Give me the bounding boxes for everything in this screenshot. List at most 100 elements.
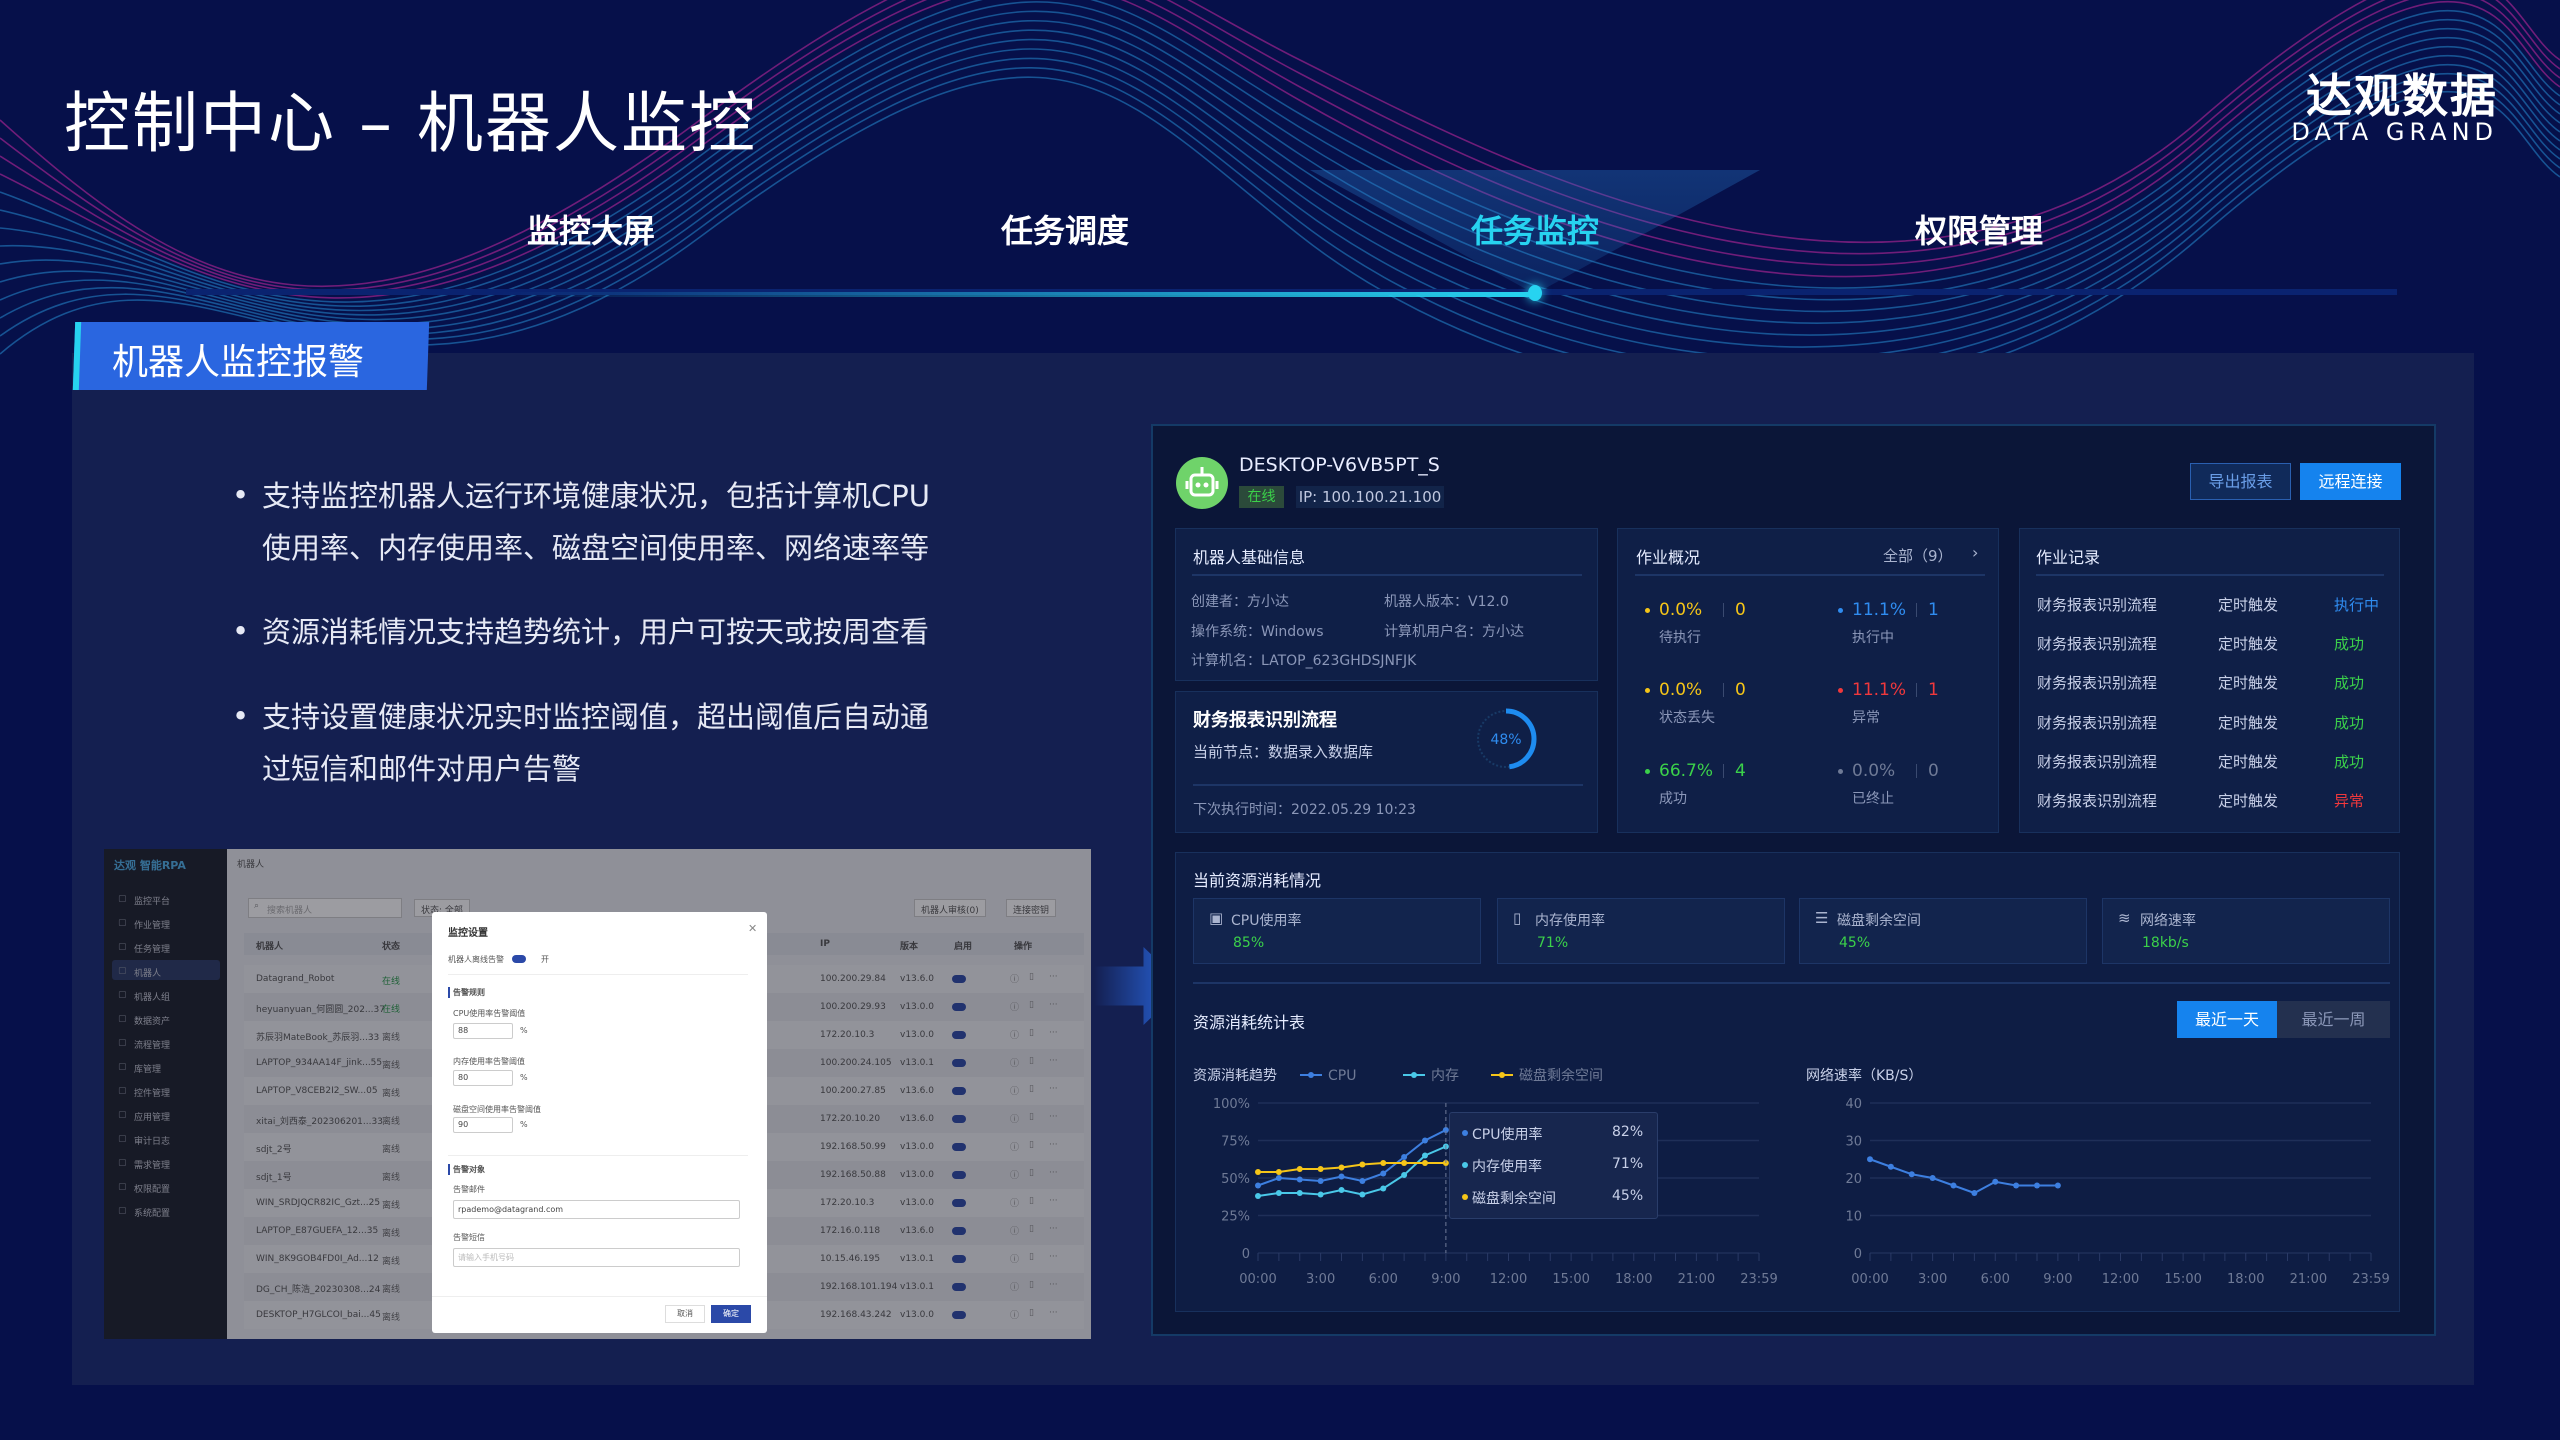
thumb-sidebar-item[interactable]: 权限配置 [134,1185,171,1195]
info-icon[interactable]: ⓘ [1010,1311,1020,1321]
last-day-button[interactable]: 最近一天 [2177,1001,2277,1038]
thumb-sidebar-item[interactable]: 库管理 [134,1065,162,1075]
cancel-button[interactable]: 取消 [665,1305,705,1323]
record-name[interactable]: 财务报表识别流程 [2037,674,2158,693]
last-week-button[interactable]: 最近一周 [2277,1001,2390,1038]
more-icon[interactable]: ··· [1049,1056,1058,1066]
info-icon[interactable]: ⓘ [1010,1143,1020,1153]
thumb-enable-toggle[interactable] [952,1311,966,1319]
close-icon[interactable]: ✕ [748,922,758,935]
more-icon[interactable]: ··· [1049,1084,1058,1094]
thumb-enable-toggle[interactable] [952,1171,966,1179]
document-icon[interactable]: ▯ [1029,1196,1034,1206]
thumb-enable-toggle[interactable] [952,1255,966,1263]
sms-input[interactable]: 请输入手机号码 [453,1248,740,1267]
document-icon[interactable]: ▯ [1029,1000,1034,1010]
more-icon[interactable]: ··· [1049,1112,1058,1122]
tab-task-scheduling[interactable]: 任务调度 [1000,212,1130,250]
document-icon[interactable]: ▯ [1029,1252,1034,1262]
thumb-sidebar-item[interactable]: 应用管理 [134,1113,171,1123]
info-icon[interactable]: ⓘ [1010,1199,1020,1209]
thumb-sidebar-item[interactable]: 机器人 [134,969,162,979]
info-icon[interactable]: ⓘ [1010,1255,1020,1265]
menu-icon: ▢ [118,1014,127,1024]
more-icon[interactable]: ··· [1049,1308,1058,1318]
thumb-key-button[interactable]: 连接密钥 [1006,899,1057,917]
tab-monitor-screen[interactable]: 监控大屏 [526,212,656,250]
thumb-enable-toggle[interactable] [952,1143,966,1151]
document-icon[interactable]: ▯ [1029,1280,1034,1290]
more-icon[interactable]: ··· [1049,1168,1058,1178]
thumb-version: v13.0.0 [900,1030,934,1040]
record-name[interactable]: 财务报表识别流程 [2037,596,2158,614]
email-input[interactable]: rpademo@datagrand.com [453,1200,740,1219]
thumb-enable-toggle[interactable] [952,1031,966,1039]
info-icon[interactable]: ⓘ [1010,1283,1020,1293]
document-icon[interactable]: ▯ [1029,1140,1034,1150]
document-icon[interactable]: ▯ [1029,1224,1034,1234]
record-name[interactable]: 财务报表识别流程 [2037,752,2158,771]
thumb-sidebar-item[interactable]: 数据资产 [134,1017,171,1027]
record-name[interactable]: 财务报表识别流程 [2037,713,2158,732]
info-icon[interactable]: ⓘ [1010,1087,1020,1097]
thumb-enable-toggle[interactable] [952,1199,966,1207]
document-icon[interactable]: ▯ [1029,1084,1034,1094]
thumb-enable-toggle[interactable] [952,1227,966,1235]
document-icon[interactable]: ▯ [1029,1112,1034,1122]
document-icon[interactable]: ▯ [1029,972,1034,982]
thumb-enable-toggle[interactable] [952,975,966,983]
record-name[interactable]: 财务报表识别流程 [2037,635,2158,654]
thumb-sidebar-item[interactable]: 审计日志 [134,1137,171,1147]
thumb-sidebar-item[interactable]: 机器人组 [134,993,171,1003]
info-icon[interactable]: ⓘ [1010,1227,1020,1237]
thumb-robot-name: xitai_刘西泰_202306201...33 [256,1117,383,1127]
export-report-button[interactable]: 导出报表 [2190,463,2291,500]
document-icon[interactable]: ▯ [1029,1308,1034,1318]
info-icon[interactable]: ⓘ [1010,1171,1020,1181]
all-jobs-link[interactable]: 全部（9） [1883,547,1953,565]
thumb-sidebar-item[interactable]: 监控平台 [134,897,171,907]
thumb-sidebar-item[interactable]: 需求管理 [134,1161,171,1171]
more-icon[interactable]: ··· [1049,972,1058,982]
disk-threshold-input[interactable]: 90 [453,1117,513,1133]
thumb-sidebar-item[interactable]: 任务管理 [134,945,171,955]
thumb-enable-toggle[interactable] [952,1003,966,1011]
thumb-enable-toggle[interactable] [952,1059,966,1067]
thumb-enable-toggle[interactable] [952,1115,966,1123]
info-icon[interactable]: ⓘ [1010,1003,1020,1013]
more-icon[interactable]: ··· [1049,1000,1058,1010]
more-icon[interactable]: ··· [1049,1252,1058,1262]
job-count: 1 [1928,600,1939,620]
thumb-review-button[interactable]: 机器人审核(0) [914,899,986,917]
offline-alert-toggle[interactable] [512,955,526,963]
more-icon[interactable]: ··· [1049,1224,1058,1234]
thumb-sidebar-item[interactable]: 控件管理 [134,1089,171,1099]
tab-task-monitoring[interactable]: 任务监控 [1470,212,1600,250]
cpu-threshold-input[interactable]: 88 [453,1023,513,1039]
record-name[interactable]: 财务报表识别流程 [2037,792,2158,810]
info-icon[interactable]: ⓘ [1010,1059,1020,1069]
thumb-enable-toggle[interactable] [952,1283,966,1291]
mem-threshold-input[interactable]: 80 [453,1070,513,1086]
more-icon[interactable]: ··· [1049,1140,1058,1150]
job-percent: 0.0% [1852,761,1896,781]
info-icon[interactable]: ⓘ [1010,975,1020,985]
confirm-button[interactable]: 确定 [711,1305,751,1323]
process-name: 财务报表识别流程 [1193,710,1337,731]
thumb-sidebar-item[interactable]: 作业管理 [134,921,171,931]
thumb-search-input[interactable]: 搜索机器人 [248,898,402,918]
thumb-enable-toggle[interactable] [952,1087,966,1095]
remote-connect-button[interactable]: 远程连接 [2300,463,2401,500]
info-icon[interactable]: ⓘ [1010,1115,1020,1125]
document-icon[interactable]: ▯ [1029,1056,1034,1066]
chevron-right-icon[interactable]: › [1972,543,1979,562]
more-icon[interactable]: ··· [1049,1028,1058,1038]
more-icon[interactable]: ··· [1049,1280,1058,1290]
document-icon[interactable]: ▯ [1029,1028,1034,1038]
document-icon[interactable]: ▯ [1029,1168,1034,1178]
more-icon[interactable]: ··· [1049,1196,1058,1206]
thumb-sidebar-item[interactable]: 流程管理 [134,1041,171,1051]
info-icon[interactable]: ⓘ [1010,1031,1020,1041]
tab-permission[interactable]: 权限管理 [1914,212,2044,250]
thumb-sidebar-item[interactable]: 系统配置 [134,1209,171,1219]
